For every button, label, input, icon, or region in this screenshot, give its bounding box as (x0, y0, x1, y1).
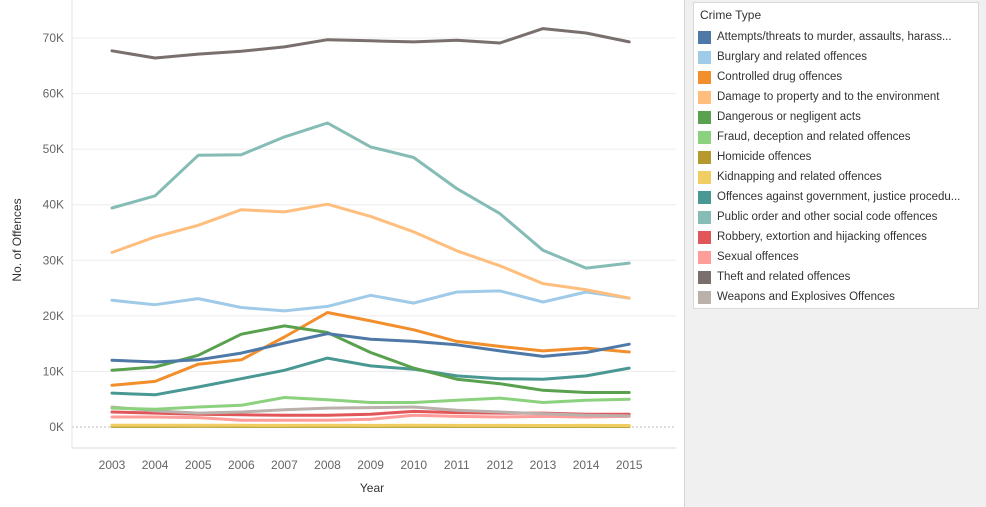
legend-label: Attempts/threats to murder, assaults, ha… (717, 31, 952, 43)
x-tick-label: 2013 (530, 458, 557, 472)
x-tick-label: 2005 (185, 458, 212, 472)
legend-swatch (698, 50, 711, 64)
x-axis-title: Year (360, 481, 384, 495)
x-tick-label: 2015 (616, 458, 643, 472)
series-line-3[interactable] (110, 202, 631, 300)
y-tick-label: 40K (43, 198, 64, 212)
legend-swatch (698, 130, 711, 144)
legend-label: Kidnapping and related offences (717, 171, 882, 183)
legend-label: Offences against government, justice pro… (717, 191, 961, 203)
legend-swatch (698, 230, 711, 244)
y-tick-label: 20K (43, 309, 64, 323)
legend-item[interactable]: Fraud, deception and related offences (698, 127, 976, 147)
x-tick-label: 2007 (271, 458, 298, 472)
legend-item[interactable]: Homicide offences (698, 147, 976, 167)
legend-item[interactable]: Kidnapping and related offences (698, 167, 976, 187)
legend-title: Crime Type (700, 8, 762, 22)
x-axis-ticks: 2003 2004 2005 2006 2007 2008 2009 2010 2011 2012… (99, 458, 643, 472)
legend-swatch (698, 30, 711, 44)
x-tick-label: 2009 (357, 458, 384, 472)
legend-item[interactable]: Damage to property and to the environmen… (698, 87, 976, 107)
legend-swatch (698, 70, 711, 84)
y-tick-label: 30K (43, 253, 64, 267)
legend-label: Dangerous or negligent acts (717, 111, 861, 123)
y-axis-ticks: 0K 10K 20K 30K 40K 50K 60K 70K (43, 31, 64, 434)
x-tick-label: 2008 (314, 458, 341, 472)
y-tick-label: 70K (43, 31, 64, 45)
x-tick-label: 2010 (400, 458, 427, 472)
legend-item[interactable]: Sexual offences (698, 247, 976, 267)
legend-item[interactable]: Offences against government, justice pro… (698, 187, 976, 207)
legend-label: Theft and related offences (717, 271, 851, 283)
legend[interactable]: Crime Type Attempts/threats to murder, a… (693, 2, 979, 309)
side-panel: Crime Type Attempts/threats to murder, a… (684, 0, 986, 507)
legend-swatch (698, 110, 711, 124)
x-tick-label: 2014 (573, 458, 600, 472)
legend-item[interactable]: Weapons and Explosives Offences (698, 287, 976, 307)
legend-label: Sexual offences (717, 251, 799, 263)
legend-swatch (698, 250, 711, 264)
chart-area: 0K 10K 20K 30K 40K 50K 60K 70K 2003 2004 2005 2006… (0, 0, 684, 507)
gridlines (71, 0, 676, 449)
y-tick-label: 10K (43, 364, 64, 378)
y-tick-label: 60K (43, 87, 64, 101)
series-line-1[interactable] (110, 289, 631, 313)
legend-label: Robbery, extortion and hijacking offence… (717, 231, 927, 243)
legend-label: Burglary and related offences (717, 51, 868, 63)
x-tick-label: 2006 (228, 458, 255, 472)
x-tick-label: 2004 (142, 458, 169, 472)
legend-item[interactable]: Public order and other social code offen… (698, 207, 976, 227)
series-lines[interactable] (110, 27, 631, 428)
series-line-5[interactable] (110, 396, 631, 411)
series-line-4[interactable] (110, 324, 631, 394)
series-line-0[interactable] (110, 332, 631, 364)
legend-swatch (698, 290, 711, 304)
legend-item[interactable]: Controlled drug offences (698, 67, 976, 87)
x-tick-label: 2012 (487, 458, 514, 472)
legend-label: Homicide offences (717, 151, 812, 163)
y-tick-label: 0K (49, 420, 64, 434)
legend-swatch (698, 190, 711, 204)
x-tick-label: 2011 (444, 458, 470, 472)
y-axis-title: No. of Offences (10, 198, 24, 281)
legend-swatch (698, 210, 711, 224)
x-tick-label: 2003 (99, 458, 126, 472)
line-chart[interactable]: 0K 10K 20K 30K 40K 50K 60K 70K 2003 2004 2005 2006… (0, 0, 684, 507)
legend-swatch (698, 170, 711, 184)
legend-label: Fraud, deception and related offences (717, 131, 911, 143)
legend-label: Damage to property and to the environmen… (717, 91, 940, 103)
legend-label: Weapons and Explosives Offences (717, 291, 895, 303)
legend-item[interactable]: Attempts/threats to murder, assaults, ha… (698, 27, 976, 47)
legend-item[interactable]: Theft and related offences (698, 267, 976, 287)
y-tick-label: 50K (43, 142, 64, 156)
legend-item[interactable]: Burglary and related offences (698, 47, 976, 67)
legend-swatch (698, 150, 711, 164)
series-line-13[interactable] (110, 405, 631, 418)
series-line-11[interactable] (110, 413, 631, 422)
legend-item[interactable]: Dangerous or negligent acts (698, 107, 976, 127)
series-line-9[interactable] (110, 121, 631, 270)
legend-label: Public order and other social code offen… (717, 211, 938, 223)
legend-item[interactable]: Robbery, extortion and hijacking offence… (698, 227, 976, 247)
series-line-8[interactable] (110, 356, 631, 397)
legend-swatch (698, 270, 711, 284)
series-line-2[interactable] (110, 311, 631, 387)
legend-label: Controlled drug offences (717, 71, 843, 83)
series-line-12[interactable] (110, 27, 631, 60)
legend-swatch (698, 90, 711, 104)
